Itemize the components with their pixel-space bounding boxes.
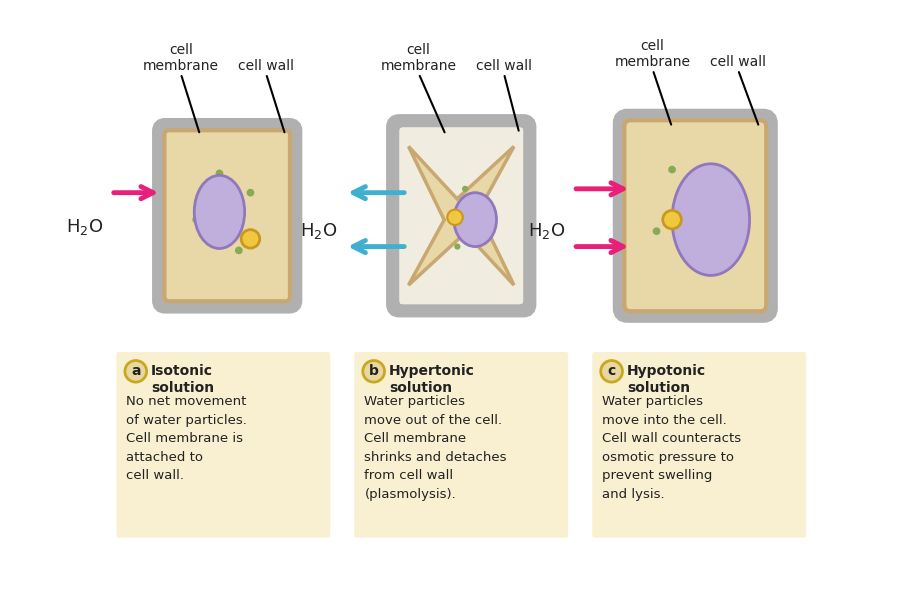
Bar (472, 117, 488, 127)
Bar (435, 117, 450, 127)
Bar (667, 308, 683, 319)
FancyBboxPatch shape (165, 130, 290, 301)
Circle shape (462, 186, 468, 192)
Ellipse shape (454, 192, 497, 247)
Text: cell wall: cell wall (238, 59, 294, 73)
FancyBboxPatch shape (592, 352, 806, 538)
Bar (763, 240, 774, 256)
Bar (472, 304, 488, 315)
Ellipse shape (194, 175, 245, 249)
Circle shape (711, 174, 718, 181)
Ellipse shape (672, 164, 750, 276)
Polygon shape (409, 147, 514, 285)
Text: cell wall: cell wall (476, 59, 532, 73)
Text: No net movement
of water particles.
Cell membrane is
attached to
cell wall.: No net movement of water particles. Cell… (126, 395, 248, 482)
Bar (238, 301, 254, 311)
FancyBboxPatch shape (625, 120, 766, 311)
Bar (708, 308, 724, 319)
Text: cell
membrane: cell membrane (615, 39, 690, 70)
Text: a: a (131, 364, 140, 378)
Text: c: c (608, 364, 616, 378)
Bar (763, 176, 774, 191)
Bar (616, 240, 627, 256)
Bar (201, 120, 216, 131)
Circle shape (241, 230, 260, 248)
Circle shape (680, 251, 688, 258)
Text: Hypotonic
solution: Hypotonic solution (627, 364, 706, 395)
Circle shape (363, 360, 384, 382)
Circle shape (247, 189, 255, 197)
Circle shape (447, 210, 463, 225)
Circle shape (454, 244, 461, 250)
Bar (616, 176, 627, 191)
Text: Hypertonic
solution: Hypertonic solution (389, 364, 475, 395)
Text: Water particles
move out of the cell.
Cell membrane
shrinks and detaches
from ce: Water particles move out of the cell. Ce… (364, 395, 507, 500)
Text: Isotonic
solution: Isotonic solution (151, 364, 214, 395)
Text: cell
membrane: cell membrane (143, 43, 219, 73)
Text: b: b (369, 364, 379, 378)
Text: cell wall: cell wall (710, 56, 766, 70)
Bar (389, 239, 400, 254)
Circle shape (668, 166, 676, 174)
Circle shape (204, 235, 212, 243)
FancyBboxPatch shape (116, 352, 330, 538)
Bar (523, 239, 534, 254)
Circle shape (706, 258, 715, 266)
Bar (389, 177, 400, 192)
Text: H$_2$O: H$_2$O (66, 218, 104, 237)
Circle shape (601, 360, 623, 382)
Circle shape (652, 227, 661, 235)
FancyBboxPatch shape (355, 352, 568, 538)
Bar (155, 238, 166, 253)
Bar (289, 178, 300, 194)
Circle shape (216, 170, 223, 177)
Bar (435, 304, 450, 315)
Bar (238, 120, 254, 131)
Bar (289, 238, 300, 253)
Bar (155, 178, 166, 194)
Bar (667, 112, 683, 123)
Bar (201, 301, 216, 311)
Text: cell
membrane: cell membrane (381, 43, 456, 73)
Text: H$_2$O: H$_2$O (300, 221, 338, 241)
FancyBboxPatch shape (400, 127, 523, 304)
Text: Water particles
move into the cell.
Cell wall counteracts
osmotic pressure to
pr: Water particles move into the cell. Cell… (602, 395, 742, 500)
Circle shape (235, 247, 243, 254)
Circle shape (193, 216, 200, 224)
Circle shape (125, 360, 147, 382)
Bar (523, 177, 534, 192)
Text: H$_2$O: H$_2$O (528, 221, 565, 241)
Circle shape (662, 210, 681, 229)
Bar (708, 112, 724, 123)
